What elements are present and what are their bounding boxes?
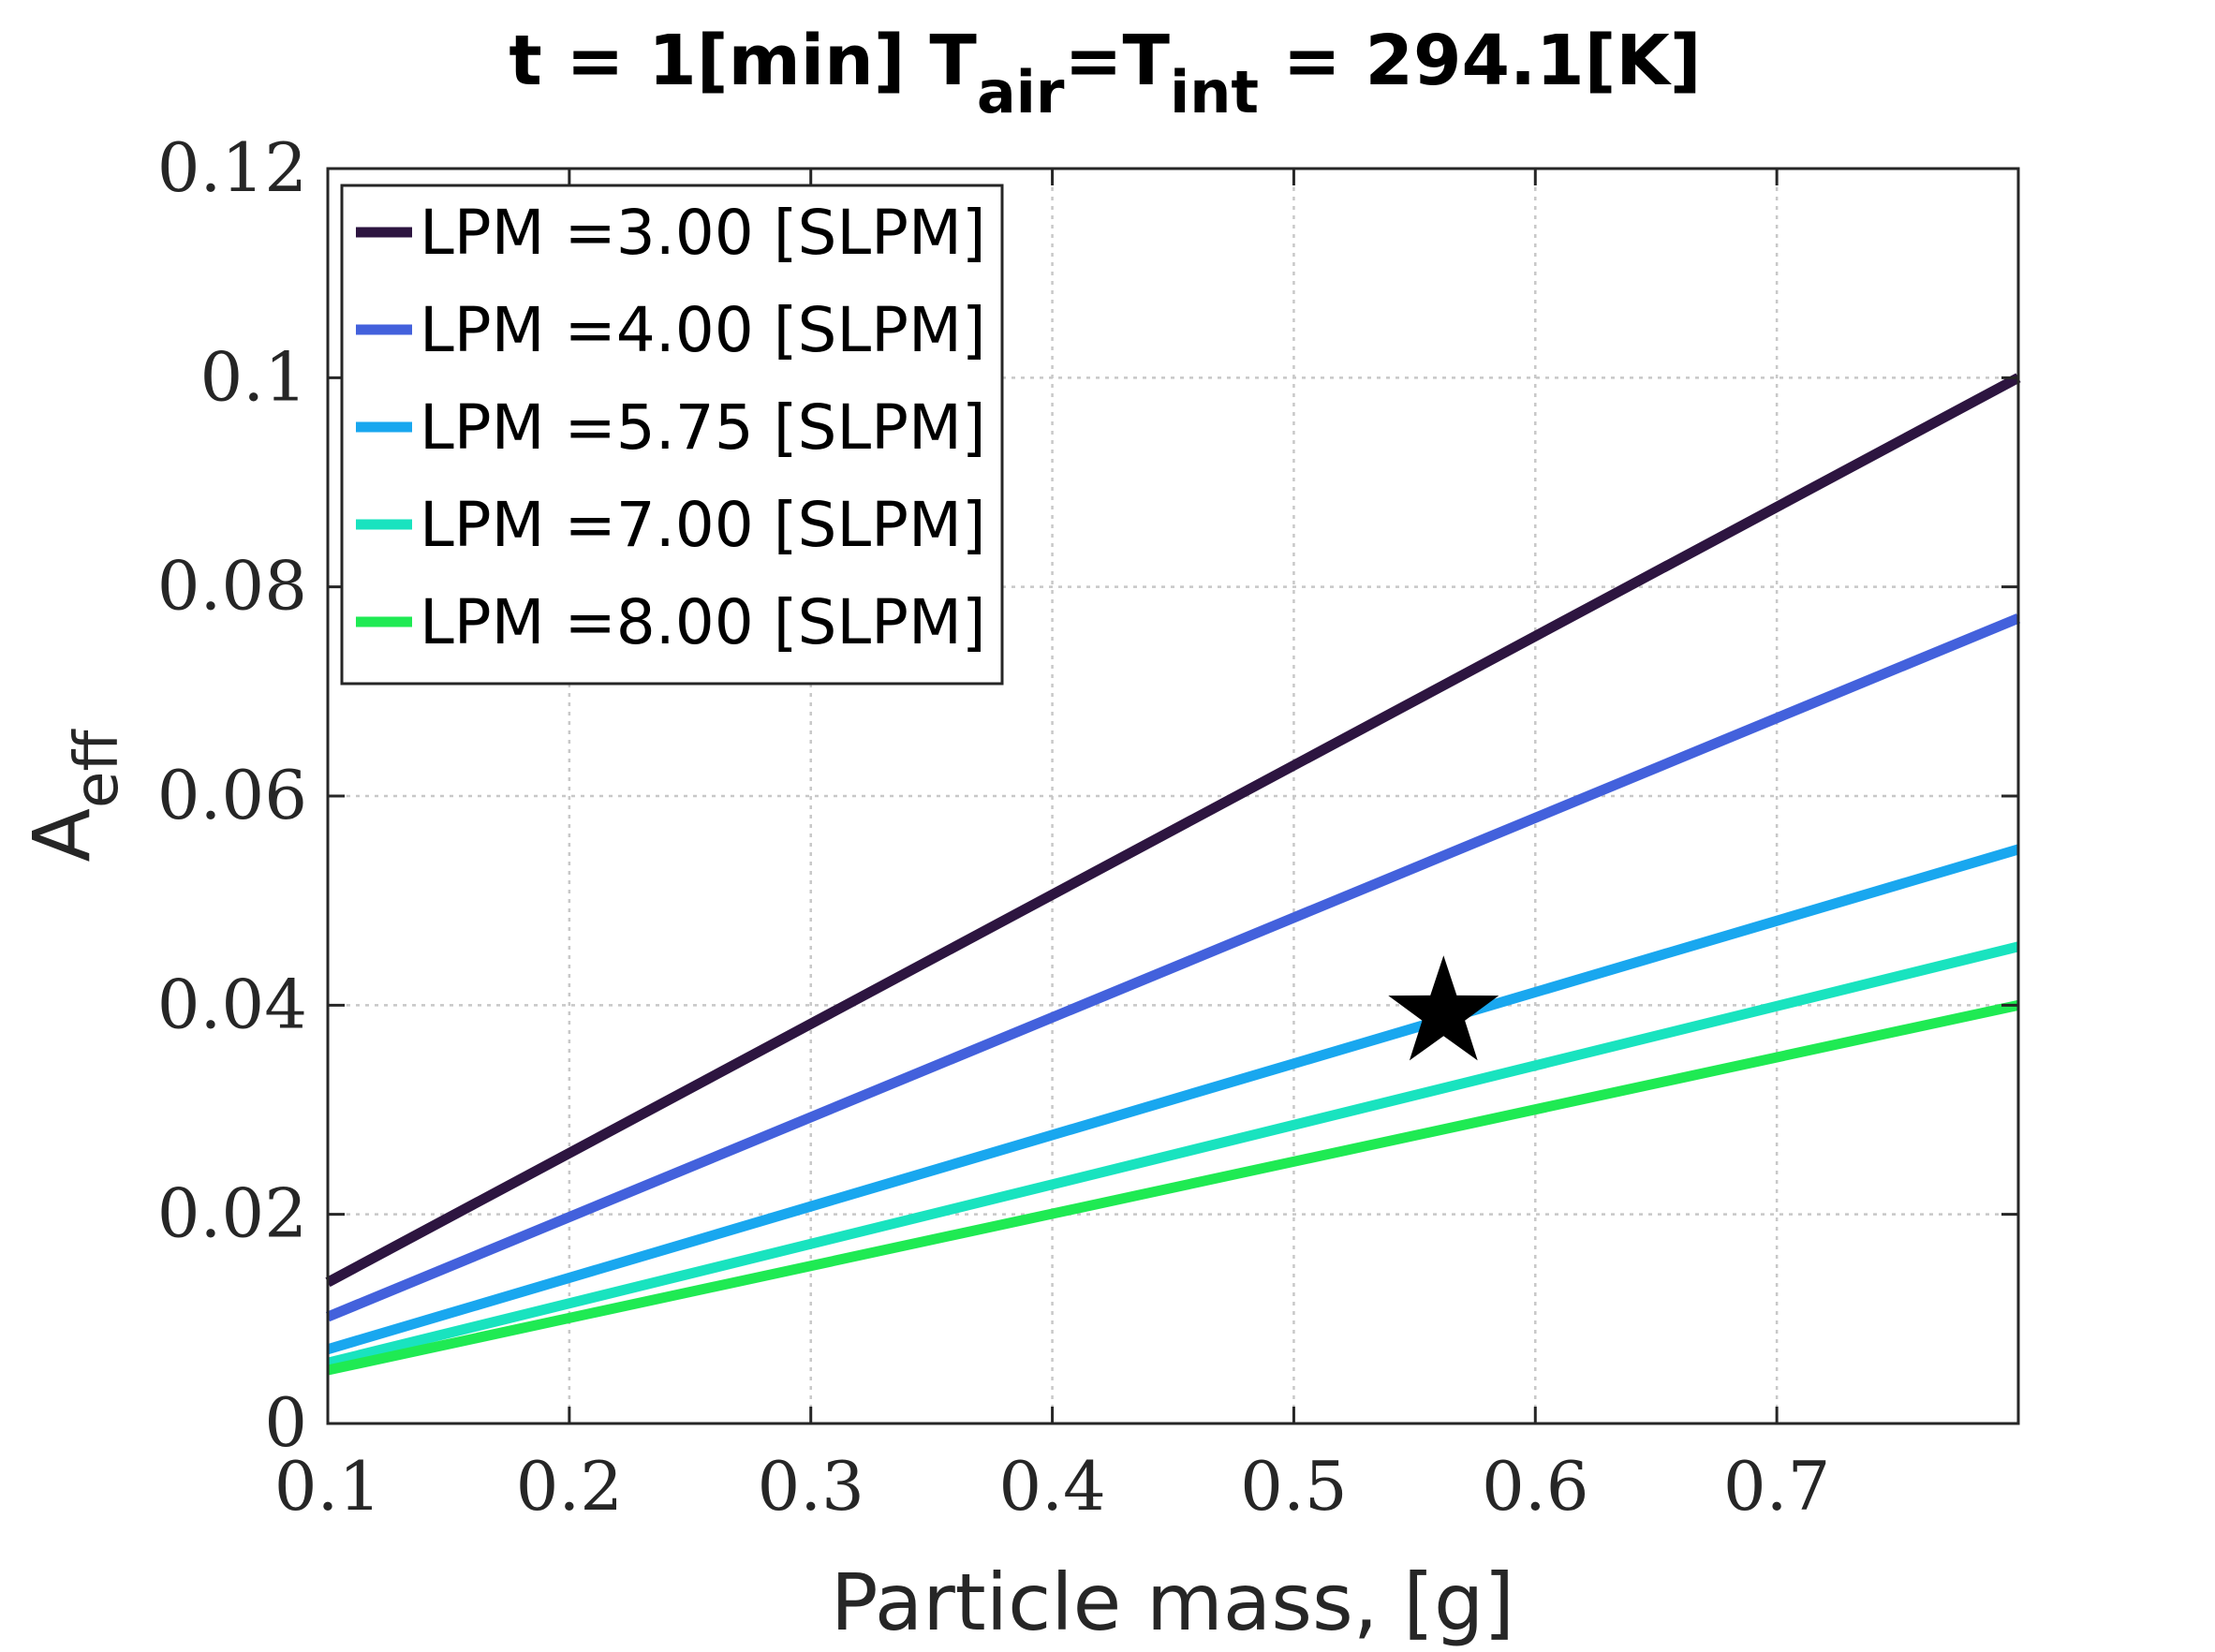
y-tick-label: 0.08 [157, 547, 307, 626]
y-tick-label: 0.12 [157, 128, 307, 207]
x-tick-label: 0.6 [1482, 1447, 1589, 1526]
y-axis-label-base: A [16, 808, 108, 862]
legend: LPM =3.00 [SLPM] LPM =4.00 [SLPM] LPM =5.7… [340, 184, 1004, 686]
legend-label: LPM =8.00 [SLPM] [420, 586, 986, 658]
y-tick-labels: 0 0.02 0.04 0.06 0.08 0.1 0.12 [157, 128, 307, 1462]
x-tick-labels: 0.1 0.2 0.3 0.4 0.5 0.6 0.7 [274, 1447, 1831, 1526]
series-line-4 [326, 941, 2020, 1368]
chart-title-sub-int: int [1170, 58, 1259, 126]
axis-ticks [326, 167, 2018, 1425]
chart-title-tail: = 294.1[K] [1259, 21, 1702, 101]
x-tick-label: 0.7 [1723, 1447, 1831, 1526]
chart-title-main: t = 1[min] T [509, 21, 977, 101]
series-line-3 [326, 844, 2020, 1354]
series-lines [325, 373, 2021, 1376]
y-axis-label-sub: eff [63, 729, 132, 808]
series-line-2 [325, 613, 2021, 1322]
legend-items: LPM =3.00 [SLPM] LPM =4.00 [SLPM] LPM =5.7… [356, 197, 986, 658]
chart-title: t = 1[min] Tair=Tint = 294.1[K] [509, 21, 1701, 126]
legend-label: LPM =5.75 [SLPM] [420, 391, 986, 464]
x-tick-label: 0.5 [1240, 1447, 1348, 1526]
series-line-1 [325, 373, 2021, 1288]
series-line-5 [326, 999, 2020, 1376]
y-tick-label: 0.06 [157, 756, 307, 834]
marker-layer [1388, 955, 1499, 1061]
y-tick-label: 0.1 [199, 337, 307, 416]
legend-label: LPM =4.00 [SLPM] [420, 294, 986, 366]
x-tick-label: 0.1 [274, 1447, 382, 1526]
legend-box [340, 184, 1004, 686]
chart-title-sub-air: air [977, 58, 1065, 126]
x-tick-label: 0.2 [516, 1447, 624, 1526]
chart-title-mid: =T [1065, 21, 1171, 101]
y-tick-label: 0 [264, 1383, 307, 1462]
x-tick-label: 0.3 [757, 1447, 864, 1526]
y-tick-label: 0.02 [157, 1174, 307, 1253]
legend-label: LPM =3.00 [SLPM] [420, 197, 986, 269]
legend-label: LPM =7.00 [SLPM] [420, 489, 986, 561]
y-tick-label: 0.04 [157, 965, 307, 1043]
y-axis-label: Aeff [16, 729, 132, 863]
x-tick-label: 0.4 [998, 1447, 1106, 1526]
star-marker [1388, 955, 1499, 1061]
x-axis-label: Particle mass, [g] [831, 1556, 1514, 1648]
